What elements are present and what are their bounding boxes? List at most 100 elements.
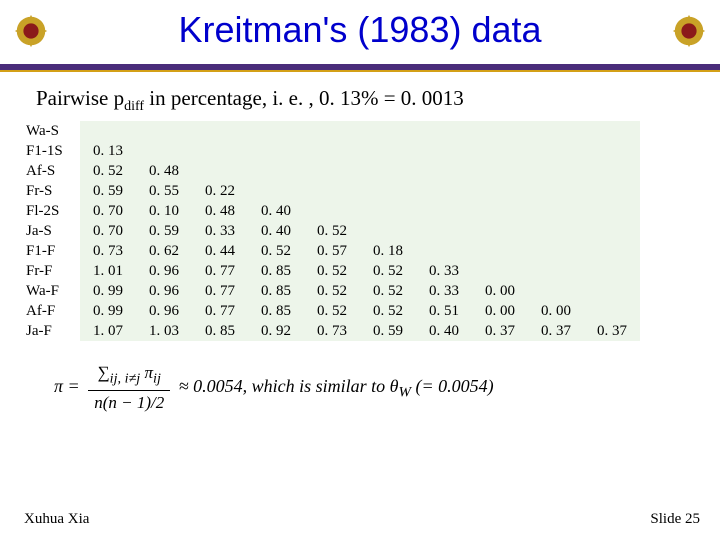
table-cell: 0. 59	[80, 181, 136, 201]
table-cell	[528, 121, 584, 141]
table-cell: 0. 85	[192, 321, 248, 341]
emblem-right-icon	[670, 12, 708, 50]
table-cell	[416, 161, 472, 181]
table-cell	[584, 141, 640, 161]
row-label: Fr-F	[22, 261, 80, 281]
table-cell	[192, 161, 248, 181]
table-cell: 0. 44	[192, 241, 248, 261]
table-cell	[416, 221, 472, 241]
table-cell	[528, 201, 584, 221]
table-cell	[248, 181, 304, 201]
table-cell: 0. 48	[192, 201, 248, 221]
table-cell	[528, 181, 584, 201]
table-cell	[528, 161, 584, 181]
row-label: F1-1S	[22, 141, 80, 161]
row-label: Fr-S	[22, 181, 80, 201]
table-cell: 0. 51	[416, 301, 472, 321]
table-cell	[584, 221, 640, 241]
table-cell: 0. 18	[360, 241, 416, 261]
row-label: Af-F	[22, 301, 80, 321]
pairwise-table: Wa-SF1-1S0. 13Af-S0. 520. 48Fr-S0. 590. …	[22, 121, 702, 341]
table-cell	[360, 121, 416, 141]
table-cell	[584, 241, 640, 261]
table-cell: 0. 52	[304, 281, 360, 301]
table-cell: 0. 77	[192, 281, 248, 301]
table-cell	[416, 181, 472, 201]
row-label: Fl-2S	[22, 201, 80, 221]
table-cell	[360, 161, 416, 181]
table-cell: 0. 70	[80, 221, 136, 241]
table-cell	[528, 221, 584, 241]
table-cell: 0. 59	[360, 321, 416, 341]
table-cell	[136, 141, 192, 161]
table-cell	[192, 141, 248, 161]
table-cell: 0. 37	[472, 321, 528, 341]
author-name: Xuhua Xia	[24, 511, 89, 528]
table-cell: 0. 73	[304, 321, 360, 341]
table-cell	[416, 201, 472, 221]
table-cell	[584, 281, 640, 301]
equation: π = ∑ij, i≠j πijn(n − 1)/2 ≈ 0.0054, whi…	[54, 363, 720, 412]
table-cell	[472, 161, 528, 181]
table-cell	[304, 201, 360, 221]
header: Kreitman's (1983) data	[0, 0, 720, 60]
table-cell	[80, 121, 136, 141]
table-cell: 0. 77	[192, 301, 248, 321]
table-cell: 0. 77	[192, 261, 248, 281]
table-cell: 0. 62	[136, 241, 192, 261]
table-cell: 0. 52	[304, 261, 360, 281]
row-label: Ja-F	[22, 321, 80, 341]
table-cell: 0. 70	[80, 201, 136, 221]
table-cell	[584, 301, 640, 321]
table-cell: 0. 96	[136, 261, 192, 281]
table-cell: 0. 40	[416, 321, 472, 341]
row-label: Wa-S	[22, 121, 80, 141]
table-cell: 0. 37	[584, 321, 640, 341]
table-cell	[528, 261, 584, 281]
table-cell: 0. 52	[304, 221, 360, 241]
table-cell: 0. 59	[136, 221, 192, 241]
table-cell	[472, 221, 528, 241]
divider	[0, 64, 720, 72]
row-label: Wa-F	[22, 281, 80, 301]
table-cell: 0. 52	[248, 241, 304, 261]
table-cell: 0. 96	[136, 301, 192, 321]
row-label: F1-F	[22, 241, 80, 261]
page-title: Kreitman's (1983) data	[178, 9, 541, 51]
table-cell: 0. 37	[528, 321, 584, 341]
table-cell: 0. 92	[248, 321, 304, 341]
row-label: Af-S	[22, 161, 80, 181]
table-cell	[584, 261, 640, 281]
table-cell	[472, 201, 528, 221]
table-cell: 0. 33	[416, 261, 472, 281]
table-cell: 1. 03	[136, 321, 192, 341]
table-cell	[416, 121, 472, 141]
footer: Xuhua Xia Slide 25	[24, 511, 700, 528]
table-cell: 0. 40	[248, 221, 304, 241]
table-cell: 0. 52	[360, 261, 416, 281]
table-cell: 0. 85	[248, 281, 304, 301]
table-cell: 0. 85	[248, 261, 304, 281]
table-cell	[416, 141, 472, 161]
table-cell	[472, 141, 528, 161]
slide-number: Slide 25	[650, 511, 700, 528]
table-cell: 0. 55	[136, 181, 192, 201]
table-cell: 0. 33	[192, 221, 248, 241]
table-cell	[472, 121, 528, 141]
table-cell	[584, 161, 640, 181]
subtitle: Pairwise pdiff in percentage, i. e. , 0.…	[36, 86, 720, 115]
table-cell: 0. 00	[472, 281, 528, 301]
table-cell: 0. 52	[80, 161, 136, 181]
table-cell	[304, 121, 360, 141]
table-cell	[248, 121, 304, 141]
table-cell: 0. 48	[136, 161, 192, 181]
table-cell: 0. 00	[472, 301, 528, 321]
table-cell	[472, 241, 528, 261]
table-cell	[528, 281, 584, 301]
table-cell: 0. 52	[360, 281, 416, 301]
table-cell	[360, 141, 416, 161]
table-cell	[304, 141, 360, 161]
table-cell: 1. 01	[80, 261, 136, 281]
table-cell: 0. 73	[80, 241, 136, 261]
table-cell	[360, 181, 416, 201]
